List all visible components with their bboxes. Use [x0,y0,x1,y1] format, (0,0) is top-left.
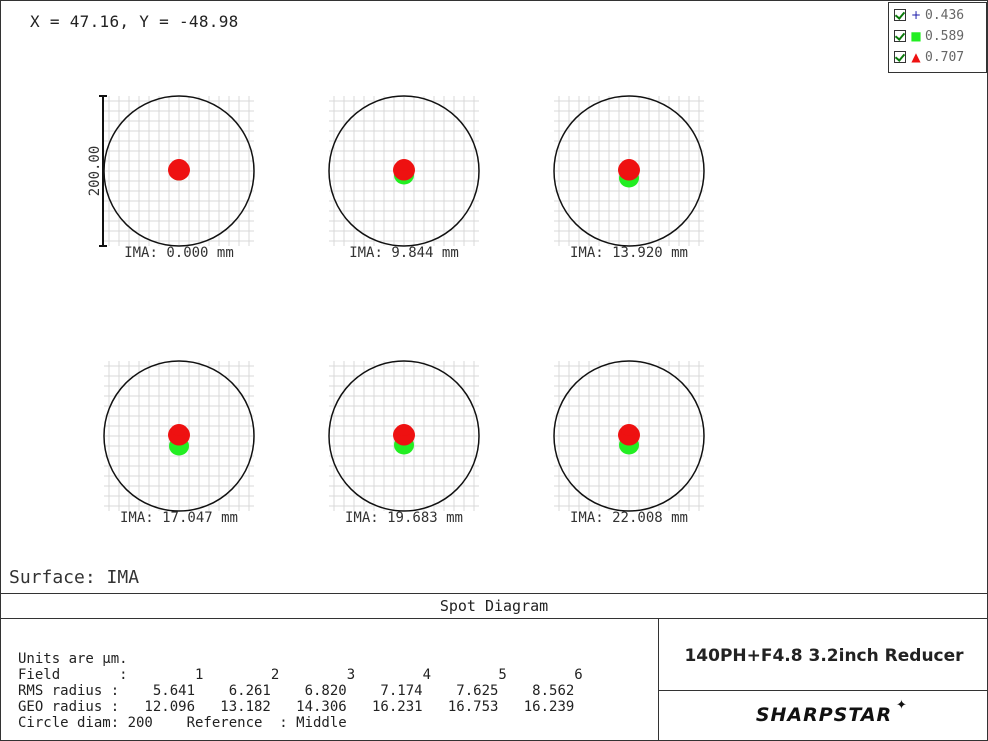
circle-diam-row: Circle diam: 200 Reference : Middle [18,715,347,731]
airy-circle [328,360,480,512]
diagram-title: Spot Diagram [439,597,549,615]
airy-circle [553,95,705,247]
spot-red [171,424,187,436]
field-label: IMA: 0.000 mm [124,245,234,261]
checkbox-icon[interactable] [894,9,906,21]
legend-value: 0.707 [925,49,965,65]
divider [658,618,659,741]
field-label: IMA: 9.844 mm [349,245,459,261]
field-label: IMA: 19.683 mm [345,510,463,526]
spot-info-block: Units are µm. Field : 1 2 3 4 5 6 RMS radi… [18,651,583,731]
brand-logo: SHARPSTAR [755,704,893,726]
triangle-marker-icon: ▲ [911,50,921,64]
spot-red [396,159,412,171]
spot-red [396,424,412,436]
rms-radius-row: RMS radius : 5.641 6.261 6.820 7.174 7.6… [18,683,575,699]
wavelength-legend: + 0.436 ■ 0.589 ▲ 0.707 [888,2,987,73]
divider [0,593,988,594]
legend-value: 0.589 [925,28,965,44]
airy-circle [553,360,705,512]
airy-circle [328,95,480,247]
spot-red [621,159,637,171]
legend-item-2[interactable]: ■ 0.589 [894,27,964,45]
star-icon: ✦ [896,698,907,713]
surface-label: Surface: IMA [9,567,140,588]
field-label: IMA: 22.008 mm [570,510,688,526]
checkbox-icon[interactable] [894,30,906,42]
project-name: 140PH+F4.8 3.2inch Reducer [684,646,964,666]
checkbox-icon[interactable] [894,51,906,63]
divider [0,618,988,619]
field-row: Field : 1 2 3 4 5 6 [18,667,583,683]
scale-bar-label: 200.00 [87,146,103,197]
spot-red [621,424,637,436]
units-text: Units are µm. [18,651,128,667]
spot-red [171,159,187,171]
square-marker-icon: ■ [910,29,922,43]
geo-radius-row: GEO radius : 12.096 13.182 14.306 16.231… [18,699,575,715]
airy-circle [103,360,255,512]
plus-marker-icon: + [910,8,922,22]
divider [658,690,988,691]
field-label: IMA: 17.047 mm [120,510,238,526]
field-label: IMA: 13.920 mm [570,245,688,261]
legend-item-1[interactable]: + 0.436 [894,6,964,24]
legend-item-3[interactable]: ▲ 0.707 [894,48,964,66]
coordinate-readout: X = 47.16, Y = -48.98 [30,12,239,31]
legend-value: 0.436 [925,7,965,23]
